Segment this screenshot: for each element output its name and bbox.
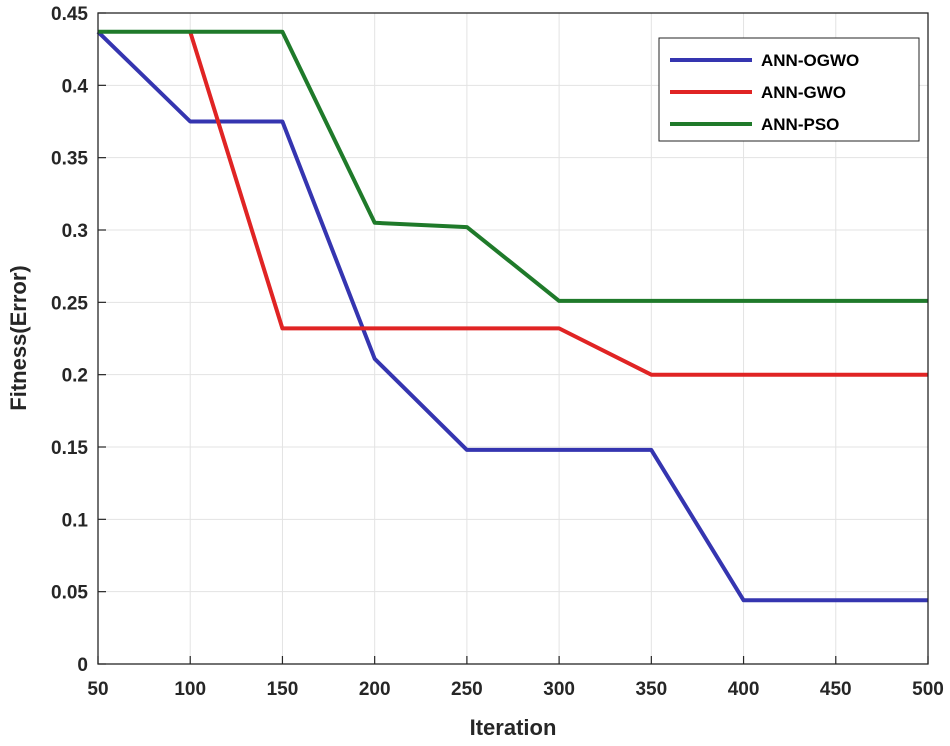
series-line-ann-ogwo	[96, 30, 928, 603]
series-line-ann-pso	[98, 29, 928, 303]
y-tick-label: 0	[77, 655, 88, 676]
x-tick-label: 400	[728, 679, 760, 700]
x-tick-label: 200	[359, 679, 391, 700]
y-tick-label: 0.25	[51, 293, 88, 314]
x-tick-label: 250	[451, 679, 483, 700]
x-tick-label: 350	[635, 679, 667, 700]
y-tick-label: 0.35	[51, 149, 88, 170]
series-line-ann-gwo	[188, 31, 928, 377]
y-axis-title: Fitness(Error)	[6, 265, 31, 410]
x-tick-label: 450	[820, 679, 852, 700]
x-tick-label: 300	[543, 679, 575, 700]
legend: ANN-OGWO ANN-GWO ANN-PSO	[658, 37, 920, 142]
series-layer	[96, 29, 928, 603]
x-axis-title: Iteration	[470, 715, 557, 740]
y-tick-label: 0.05	[51, 583, 88, 604]
y-tick-label: 0.1	[62, 510, 89, 531]
y-tick-label: 0.2	[62, 366, 88, 387]
x-tick-label: 150	[267, 679, 299, 700]
x-axis-ticks: 50 100 150 200 250 300 350 400 450 500	[87, 656, 944, 700]
x-tick-label: 100	[174, 679, 206, 700]
legend-box	[658, 37, 920, 142]
y-tick-label: 0.45	[51, 4, 88, 25]
y-tick-label: 0.4	[62, 76, 89, 97]
legend-label: ANN-PSO	[761, 115, 839, 134]
y-tick-label: 0.15	[51, 438, 88, 459]
x-tick-label: 500	[912, 679, 944, 700]
x-tick-label: 50	[87, 679, 108, 700]
y-tick-label: 0.3	[62, 221, 88, 242]
y-axis-ticks: 0 0.05 0.1 0.15 0.2 0.25 0.3 0.35 0.4 0.45	[51, 4, 106, 676]
legend-label: ANN-GWO	[761, 83, 846, 102]
axes-frame	[97, 12, 929, 665]
legend-label: ANN-OGWO	[761, 51, 859, 70]
